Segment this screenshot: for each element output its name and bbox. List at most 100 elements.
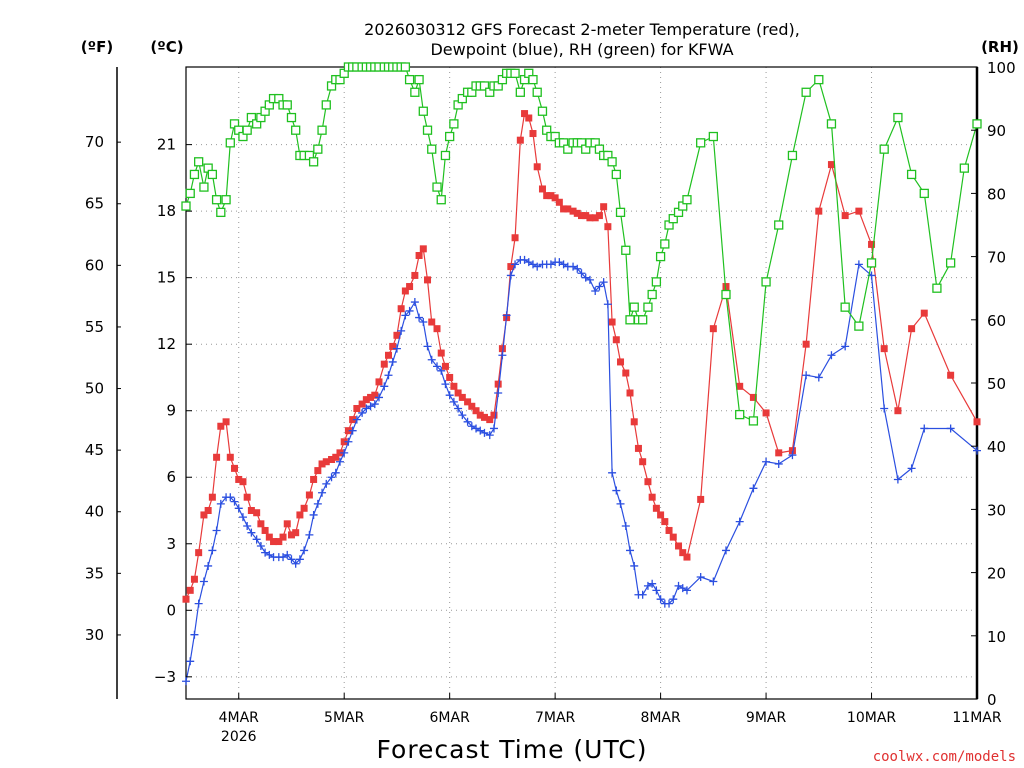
- data-point: [405, 306, 414, 315]
- fahrenheit-tick-label: 45: [85, 441, 104, 459]
- data-point: [638, 590, 647, 599]
- data-point: [559, 260, 568, 269]
- data-point: [920, 424, 929, 433]
- data-point: [674, 581, 683, 590]
- data-point: [669, 595, 678, 604]
- data-point: [476, 411, 484, 419]
- data-point: [893, 475, 902, 484]
- data-point: [682, 195, 692, 205]
- data-point: [525, 114, 533, 122]
- data-point: [310, 475, 318, 483]
- data-point: [533, 262, 542, 271]
- data-point: [480, 428, 489, 437]
- data-point: [185, 188, 195, 199]
- data-point: [423, 342, 432, 351]
- data-point: [449, 397, 458, 406]
- data-point: [454, 404, 463, 413]
- data-point: [722, 283, 730, 291]
- data-point: [295, 555, 304, 564]
- data-point: [603, 300, 612, 309]
- data-point: [651, 277, 662, 287]
- data-point: [441, 380, 450, 389]
- data-point: [467, 422, 476, 431]
- x-tick-label: 9MAR: [746, 710, 787, 726]
- data-point: [427, 355, 436, 364]
- data-point: [615, 207, 626, 218]
- data-point: [194, 157, 204, 167]
- celsius-tick-label: 21: [157, 136, 176, 154]
- data-point: [418, 106, 428, 116]
- data-point: [595, 282, 604, 291]
- data-point: [225, 138, 235, 148]
- data-point: [410, 298, 419, 307]
- data-point: [814, 373, 823, 382]
- data-point: [242, 125, 252, 135]
- data-point: [634, 444, 642, 452]
- data-point: [362, 396, 370, 404]
- data-point: [414, 74, 424, 85]
- data-point: [537, 106, 548, 116]
- data-point: [243, 522, 252, 531]
- data-point: [973, 446, 981, 455]
- data-point: [392, 344, 401, 353]
- data-point: [327, 473, 336, 482]
- data-point: [643, 581, 652, 590]
- data-point: [973, 418, 981, 426]
- data-point: [252, 535, 261, 544]
- data-point: [573, 209, 581, 217]
- data-point: [358, 400, 366, 408]
- data-point: [630, 561, 639, 570]
- data-point: [182, 595, 190, 603]
- data-point: [464, 398, 472, 406]
- data-point: [788, 451, 797, 460]
- data-point: [305, 491, 313, 499]
- data-point: [762, 457, 771, 466]
- x-tick-label: 6MAR: [430, 710, 471, 726]
- data-point: [945, 258, 956, 268]
- data-point: [309, 510, 318, 519]
- data-point: [959, 163, 969, 173]
- data-point: [340, 438, 348, 446]
- data-point: [313, 144, 323, 154]
- data-point: [578, 212, 585, 220]
- data-point: [577, 269, 586, 278]
- data-point: [521, 110, 529, 118]
- data-point: [393, 331, 401, 339]
- data-point: [490, 411, 498, 419]
- credit-link[interactable]: coolwx.com/models: [873, 749, 1016, 765]
- data-point: [257, 520, 265, 528]
- fahrenheit-tick-label: 50: [85, 380, 104, 398]
- data-point: [380, 382, 389, 391]
- series-layer: [181, 62, 982, 686]
- series-line: [185, 112, 978, 600]
- data-point: [947, 371, 955, 379]
- data-point: [318, 460, 326, 468]
- data-point: [748, 416, 759, 426]
- celsius-tick-label: 12: [157, 335, 176, 353]
- series-relative-humidity: [181, 62, 982, 426]
- data-point: [498, 351, 507, 360]
- data-point: [283, 550, 292, 559]
- data-point: [401, 311, 410, 320]
- data-point: [639, 458, 647, 466]
- data-point: [292, 529, 300, 537]
- data-point: [621, 522, 630, 531]
- data-point: [194, 599, 203, 608]
- data-point: [222, 418, 230, 426]
- data-point: [696, 138, 706, 148]
- rh-tick-label: 0: [987, 691, 997, 709]
- x-tick-label: 11MAR: [952, 710, 1001, 726]
- data-point: [774, 459, 783, 468]
- data-point: [279, 553, 288, 562]
- data-point: [855, 207, 863, 215]
- data-point: [291, 559, 300, 568]
- data-point: [433, 362, 442, 371]
- data-point: [204, 507, 212, 515]
- data-point: [335, 457, 344, 466]
- rh-tick-label: 90: [987, 122, 1006, 140]
- data-point: [190, 630, 199, 639]
- data-point: [494, 380, 502, 388]
- data-point: [678, 584, 687, 593]
- data-point: [802, 340, 810, 348]
- data-point: [841, 212, 849, 220]
